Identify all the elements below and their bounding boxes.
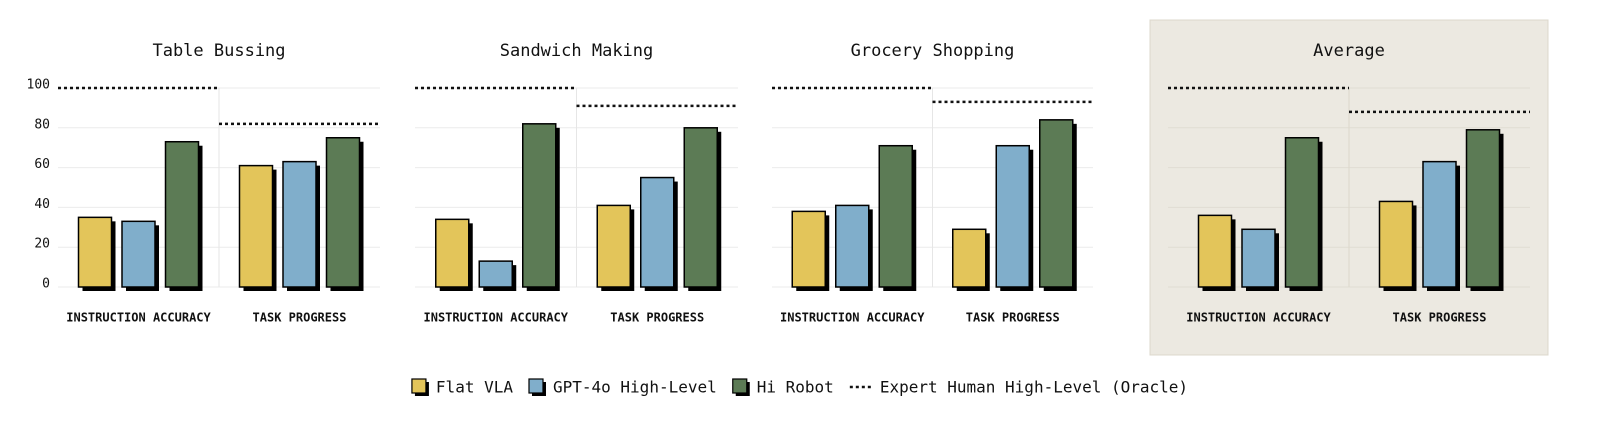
bar xyxy=(435,218,470,288)
bar xyxy=(325,137,361,288)
panel-title: Sandwich Making xyxy=(500,41,654,61)
panel-title: Table Bussing xyxy=(152,41,285,61)
bar xyxy=(995,144,1030,288)
y-tick-label: 60 xyxy=(34,157,50,172)
bar xyxy=(164,140,200,288)
bar xyxy=(1241,228,1276,288)
legend-label: GPT-4o High-Level xyxy=(553,378,717,397)
bar xyxy=(952,228,987,288)
y-tick-label: 20 xyxy=(34,237,50,252)
legend-swatch xyxy=(411,378,427,394)
x-tick-label: INSTRUCTION ACCURACY xyxy=(424,311,569,325)
bar xyxy=(640,176,675,288)
bar xyxy=(1284,137,1320,288)
x-tick-label: INSTRUCTION ACCURACY xyxy=(66,311,211,325)
x-tick-label: TASK PROGRESS xyxy=(966,311,1060,325)
x-tick-label: TASK PROGRESS xyxy=(610,311,704,325)
bar xyxy=(1422,160,1457,288)
bar xyxy=(791,210,826,288)
x-tick-label: TASK PROGRESS xyxy=(1393,311,1487,325)
x-tick-label: TASK PROGRESS xyxy=(253,311,347,325)
y-tick-label: 80 xyxy=(34,117,50,132)
legend-swatch xyxy=(528,378,544,394)
bar xyxy=(522,123,557,288)
x-tick-label: INSTRUCTION ACCURACY xyxy=(780,311,925,325)
bar xyxy=(1378,200,1414,288)
legend-label: Hi Robot xyxy=(757,378,834,397)
bar xyxy=(683,127,718,288)
bar xyxy=(878,144,913,288)
bar xyxy=(1039,119,1074,288)
bar xyxy=(121,220,156,288)
panel-title: Average xyxy=(1313,41,1385,61)
bar xyxy=(282,160,317,288)
bar xyxy=(77,216,113,288)
bar xyxy=(596,204,631,288)
bar xyxy=(835,204,870,288)
bar xyxy=(478,260,513,288)
y-tick-label: 100 xyxy=(27,78,50,93)
bar xyxy=(1465,129,1501,288)
y-tick-label: 0 xyxy=(42,277,50,292)
x-tick-label: INSTRUCTION ACCURACY xyxy=(1186,311,1331,325)
legend-label: Flat VLA xyxy=(436,378,513,397)
bar xyxy=(238,164,274,288)
y-tick-label: 40 xyxy=(34,197,50,212)
legend-label: Expert Human High-Level (Oracle) xyxy=(880,378,1188,397)
panel-title: Grocery Shopping xyxy=(851,41,1015,61)
bar xyxy=(1197,214,1233,288)
legend-swatch xyxy=(732,378,748,394)
